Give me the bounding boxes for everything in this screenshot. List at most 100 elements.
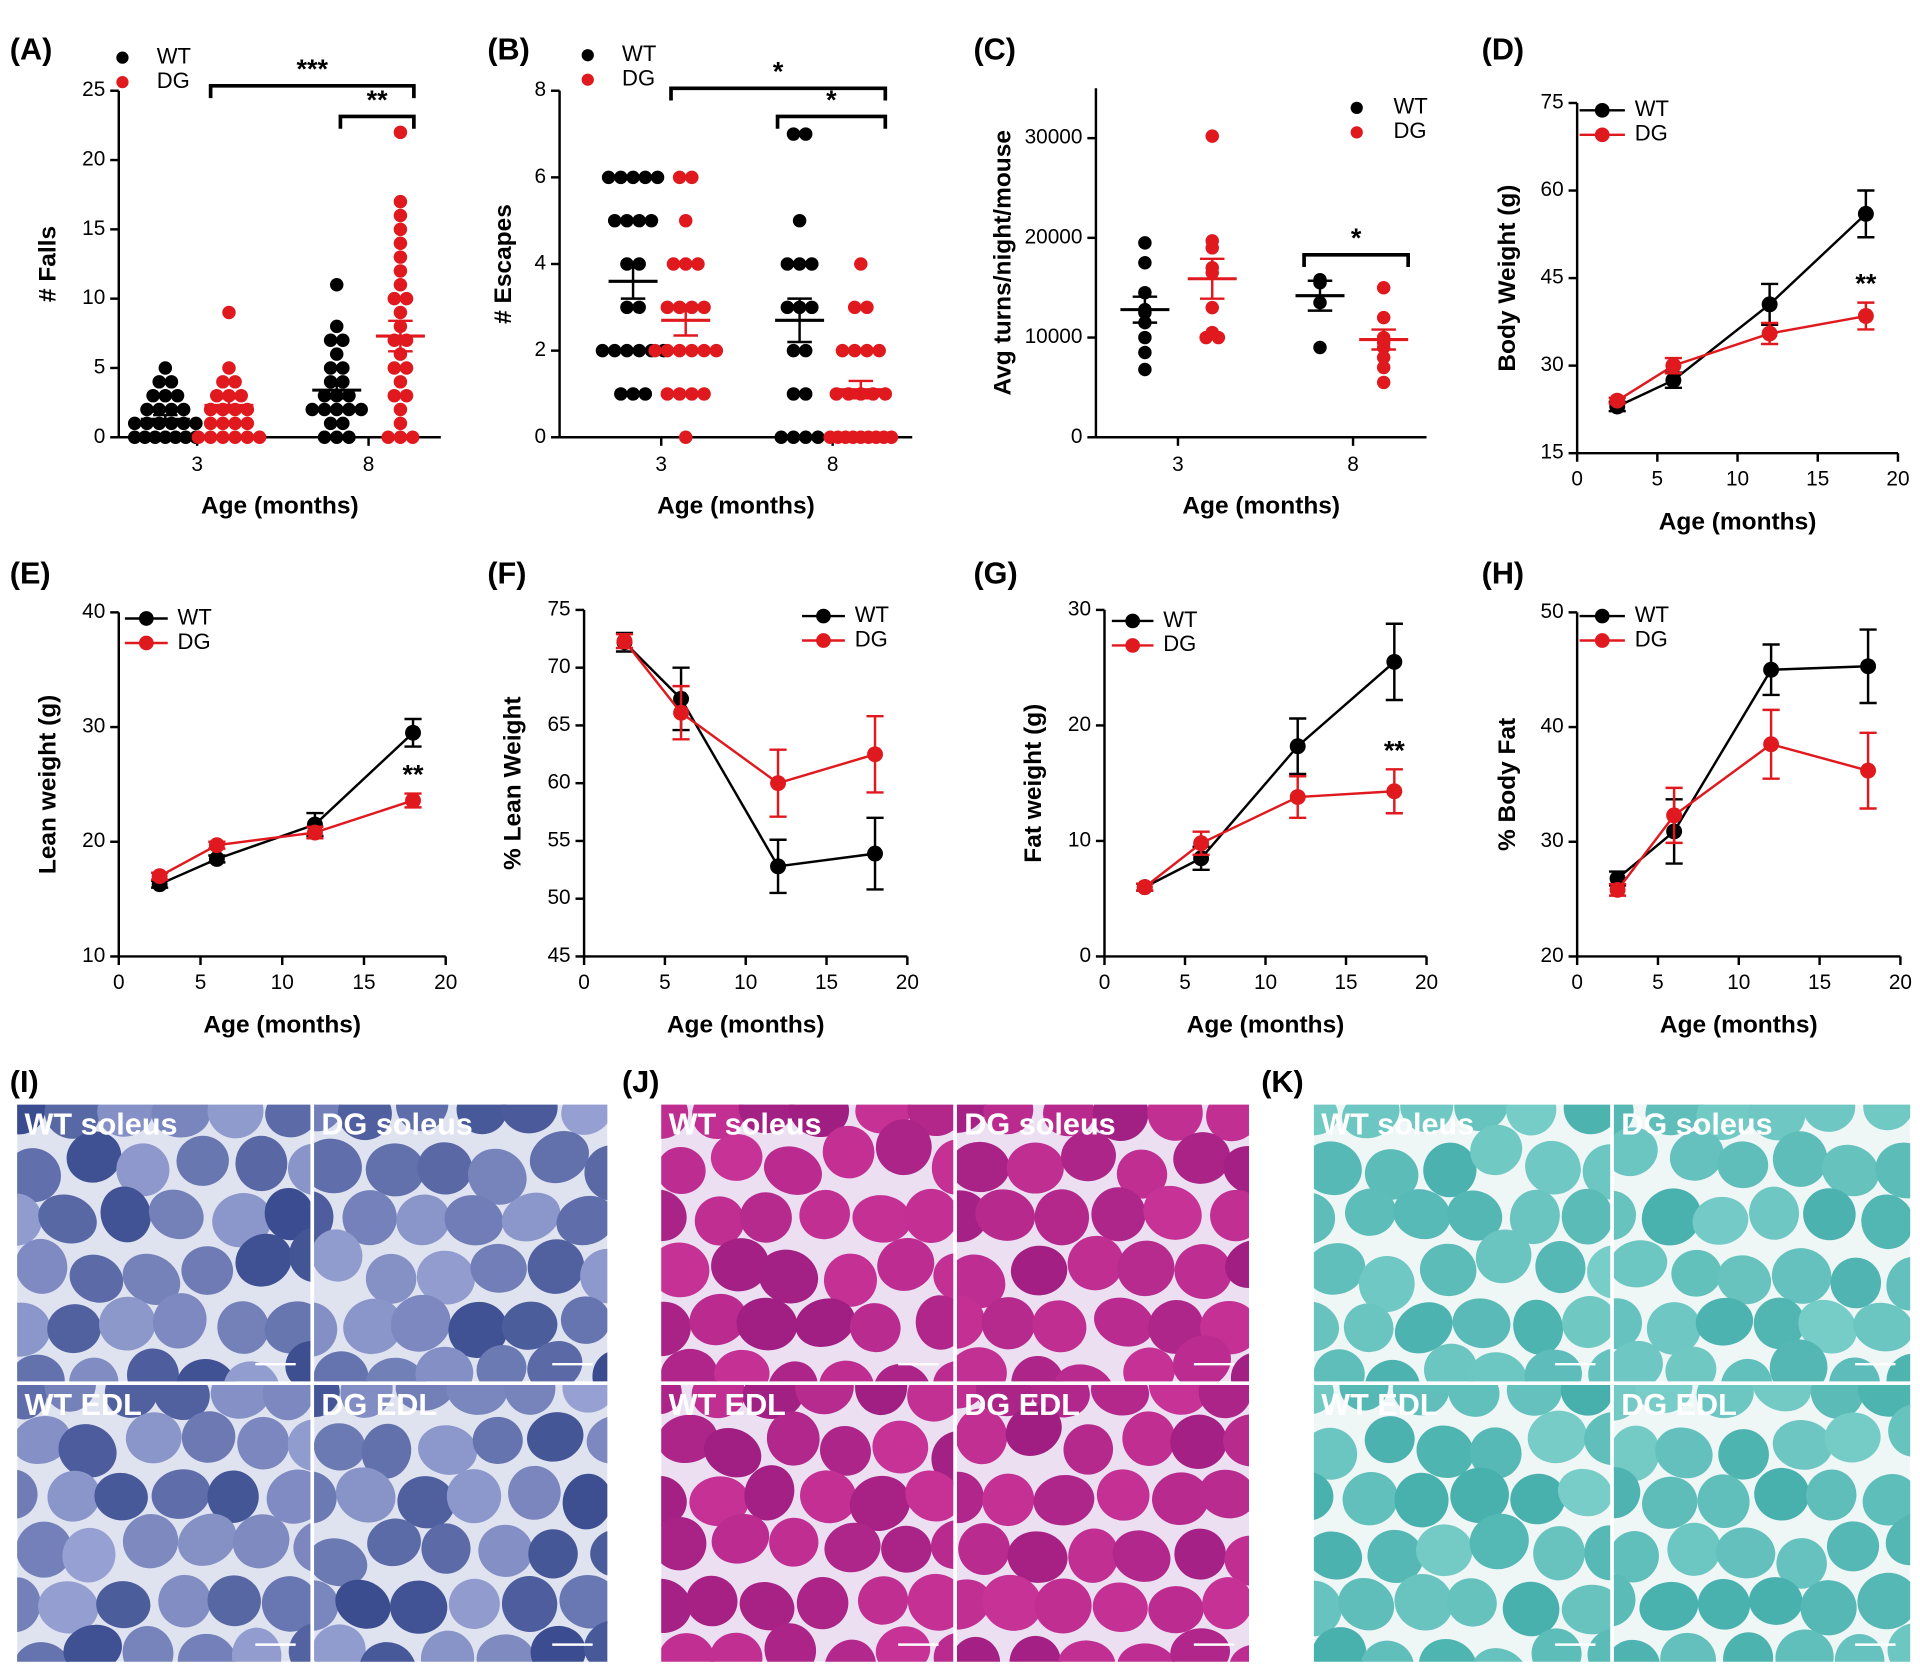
muscle-fiber — [1152, 1472, 1209, 1526]
tile-label: WT EDL — [669, 1388, 786, 1422]
x-tick-label: 15 — [815, 971, 838, 994]
muscle-fiber — [1802, 1104, 1856, 1132]
data-point — [770, 775, 786, 792]
data-point — [240, 430, 255, 444]
muscle-fiber — [1613, 1127, 1658, 1177]
muscle-fiber — [1717, 1141, 1769, 1189]
muscle-fiber — [127, 1348, 179, 1382]
muscle-fiber — [931, 1139, 954, 1195]
muscle-fiber — [1875, 1142, 1911, 1199]
muscle-fiber — [181, 1246, 234, 1295]
data-point — [1761, 325, 1778, 342]
data-point — [1205, 300, 1219, 315]
muscle-fiber — [501, 1301, 558, 1350]
legend-marker — [138, 635, 154, 651]
muscle-fiber — [767, 1361, 818, 1382]
legend-label: DG — [178, 629, 211, 654]
muscle-fiber — [314, 1538, 368, 1587]
muscle-fiber — [1613, 1190, 1637, 1241]
legend-marker — [1594, 633, 1610, 648]
muscle-fiber — [1506, 1385, 1562, 1416]
muscle-fiber — [1342, 1104, 1400, 1139]
x-tick-label: 15 — [352, 971, 375, 994]
y-tick-label: 15 — [82, 217, 105, 240]
muscle-fiber — [390, 1294, 451, 1352]
y-tick-label: 45 — [547, 944, 570, 967]
muscle-fiber — [1696, 1385, 1754, 1419]
muscle-fiber — [562, 1385, 608, 1413]
tile-content — [1613, 1104, 1911, 1382]
data-point — [1199, 330, 1213, 345]
muscle-fiber — [178, 1513, 237, 1566]
muscle-fiber — [1068, 1528, 1119, 1583]
y-tick-label: 75 — [547, 597, 570, 620]
y-tick-label: 25 — [82, 78, 105, 101]
muscle-fiber — [1562, 1295, 1611, 1348]
muscle-fiber — [1394, 1573, 1453, 1631]
muscle-fiber — [314, 1423, 366, 1471]
muscle-fiber — [1364, 1149, 1419, 1200]
legend-label: DG — [1393, 118, 1426, 143]
muscle-fiber — [689, 1293, 747, 1346]
muscle-fiber — [933, 1252, 954, 1302]
muscle-fiber — [686, 1575, 738, 1627]
muscle-fiber — [1416, 1524, 1473, 1577]
muscle-fiber — [261, 1576, 311, 1632]
tile-label: WT EDL — [1321, 1388, 1438, 1422]
muscle-fiber — [231, 1627, 282, 1662]
tile-content — [314, 1104, 608, 1382]
muscle-fiber — [176, 1358, 237, 1382]
muscle-fiber — [1360, 1640, 1415, 1662]
muscle-fiber — [1092, 1582, 1148, 1632]
y-tick-label: 40 — [82, 600, 105, 623]
muscle-fiber — [456, 1104, 508, 1135]
muscle-fiber — [17, 1642, 71, 1662]
y-axis-title: Avg turns/night/mouse — [990, 130, 1017, 396]
muscle-fiber — [956, 1190, 988, 1243]
muscle-fiber — [1007, 1531, 1068, 1583]
muscle-fiber — [857, 1576, 909, 1625]
muscle-fiber — [1613, 1240, 1668, 1288]
legend-label: WT — [1635, 602, 1669, 627]
muscle-fiber — [1669, 1130, 1724, 1181]
micrograph-tile: DG EDL — [956, 1385, 1249, 1662]
muscle-fiber — [873, 1363, 931, 1382]
muscle-fiber — [590, 1528, 608, 1578]
y-tick-label: 2 — [535, 338, 547, 361]
legend-marker — [1594, 102, 1610, 118]
legend-label: WT — [178, 604, 212, 629]
muscle-fiber — [1748, 1104, 1806, 1141]
data-point — [305, 402, 319, 417]
y-tick-label: 50 — [1541, 600, 1564, 623]
data-point — [342, 402, 356, 417]
muscle-fiber — [359, 1642, 417, 1662]
muscle-fiber — [956, 1579, 991, 1630]
muscle-fiber — [1173, 1132, 1231, 1184]
muscle-fiber — [907, 1104, 954, 1137]
data-point — [210, 388, 224, 403]
y-axis-title: % Lean Weight — [500, 696, 527, 870]
series-line — [1144, 660, 1396, 889]
muscle-fiber — [1394, 1302, 1453, 1354]
data-point — [697, 387, 711, 401]
data-point — [170, 388, 185, 403]
muscle-fiber — [38, 1581, 99, 1634]
muscle-fiber — [1885, 1512, 1911, 1566]
muscle-fiber — [583, 1620, 608, 1662]
y-axis-title: % Body Fat — [1494, 718, 1521, 851]
data-point — [632, 300, 646, 315]
x-tick-label: 15 — [1806, 468, 1829, 491]
tile-content — [956, 1385, 1249, 1662]
muscle-fiber — [1671, 1249, 1722, 1297]
muscle-fiber — [1313, 1427, 1358, 1480]
series-line — [623, 641, 876, 868]
y-tick-label: 75 — [1541, 90, 1564, 113]
muscle-fiber — [1862, 1474, 1911, 1526]
muscle-fiber — [982, 1574, 1042, 1631]
muscle-fiber — [1032, 1300, 1087, 1353]
x-axis-title: Age (months) — [657, 493, 815, 520]
muscle-fiber — [1148, 1385, 1209, 1415]
muscle-fiber — [1639, 1581, 1699, 1631]
muscle-fiber — [177, 1633, 237, 1662]
data-point — [1138, 330, 1152, 345]
